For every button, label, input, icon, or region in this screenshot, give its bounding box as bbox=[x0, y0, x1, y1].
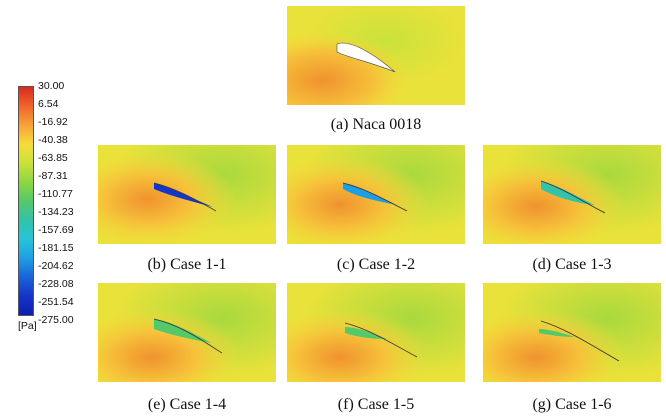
caption-panel-b: (b) Case 1-1 bbox=[147, 256, 227, 273]
colorbar-label: -204.62 bbox=[38, 260, 74, 272]
colorbar-label: -87.31 bbox=[38, 170, 68, 182]
contour-panel-g bbox=[483, 283, 661, 382]
contour-panel-e bbox=[98, 283, 276, 382]
contour-panel-c bbox=[287, 145, 465, 244]
caption-panel-d: (d) Case 1-3 bbox=[532, 256, 612, 273]
colorbar-label: -16.92 bbox=[38, 116, 68, 128]
colorbar-label: -275.00 bbox=[38, 314, 74, 326]
colorbar-unit: [Pa] bbox=[18, 320, 37, 332]
contour-panel-b bbox=[98, 145, 276, 244]
pressure-colorbar bbox=[18, 86, 34, 316]
colorbar-label: -251.54 bbox=[38, 296, 74, 308]
colorbar-label: 6.54 bbox=[38, 98, 59, 110]
contour-panel-f bbox=[287, 283, 465, 382]
caption-panel-e: (e) Case 1-4 bbox=[147, 396, 227, 413]
colorbar-label: -134.23 bbox=[38, 206, 74, 218]
contour-panel-a bbox=[287, 6, 465, 105]
caption-panel-c: (c) Case 1-2 bbox=[336, 256, 416, 273]
caption-panel-g: (g) Case 1-6 bbox=[532, 396, 612, 413]
caption-panel-f: (f) Case 1-5 bbox=[337, 396, 415, 413]
colorbar-label: 30.00 bbox=[38, 80, 65, 92]
caption-panel-a: (a) Naca 0018 bbox=[330, 116, 422, 133]
colorbar-label: -228.08 bbox=[38, 278, 74, 290]
contour-panel-d bbox=[483, 145, 661, 244]
colorbar-label: -181.15 bbox=[38, 242, 74, 254]
colorbar-label: -40.38 bbox=[38, 134, 68, 146]
colorbar-label: -157.69 bbox=[38, 224, 74, 236]
colorbar-label: -63.85 bbox=[38, 152, 68, 164]
colorbar-label: -110.77 bbox=[38, 188, 73, 200]
